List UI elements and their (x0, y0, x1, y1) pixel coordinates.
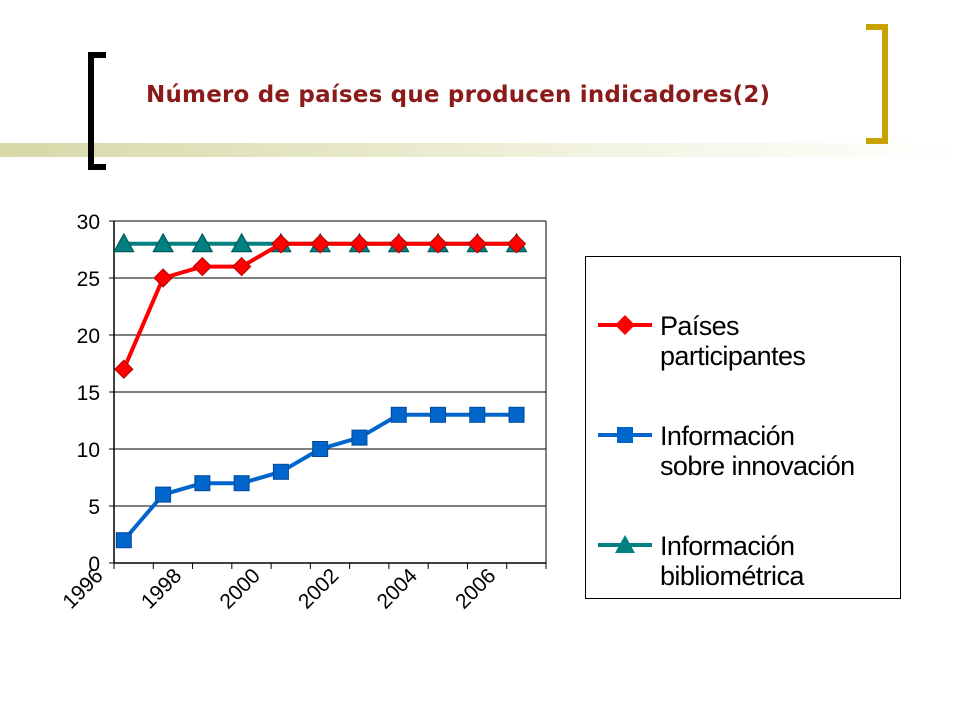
x-tick-label: 2004 (373, 564, 423, 614)
data-point-square (272, 463, 289, 480)
y-tick-label: 10 (77, 439, 100, 462)
data-point-diamond (389, 234, 409, 254)
x-tick-label: 2000 (216, 564, 265, 613)
chart-axes (109, 220, 547, 569)
data-point-square (508, 406, 525, 423)
data-point-diamond (192, 256, 213, 277)
legend-label: Países participantes (660, 311, 806, 371)
x-tick-label: 2006 (451, 564, 500, 613)
y-tick-label: 20 (77, 325, 100, 348)
data-point-square (194, 475, 211, 492)
data-point-diamond (467, 234, 487, 254)
data-point-square (233, 475, 250, 492)
data-point-diamond (349, 234, 370, 254)
data-point-triangle (230, 232, 253, 253)
series-line-square (122, 412, 517, 542)
left-bracket-decoration (88, 52, 106, 170)
legend-item-informacion-bibliometrica: Información bibliométrica (586, 503, 902, 591)
data-point-diamond (153, 268, 173, 288)
data-point-square (155, 486, 172, 503)
x-tick-label: 2002 (294, 564, 343, 613)
legend-diamond-marker-icon (598, 315, 652, 335)
right-bracket-decoration (866, 24, 888, 144)
series-line-diamond (121, 241, 517, 370)
data-point-square (115, 532, 132, 549)
chart-legend: Países participantes Información sobre i… (585, 256, 901, 599)
data-point-square (390, 406, 407, 423)
legend-item-paises-participantes: Países participantes (586, 283, 902, 371)
legend-label: Información bibliométrica (660, 531, 804, 591)
data-point-diamond (271, 234, 291, 254)
legend-square-marker-icon (598, 427, 652, 443)
chart-gridlines (114, 220, 546, 507)
legend-label: Información sobre innovación (660, 421, 855, 481)
y-tick-label: 30 (77, 211, 100, 234)
slide-title: Número de países que producen indicadore… (146, 82, 771, 108)
x-tick-label: 1998 (137, 564, 186, 613)
data-point-diamond (428, 234, 448, 254)
y-tick-label: 25 (77, 268, 100, 291)
y-tick-label: 0 (88, 553, 100, 576)
y-tick-label: 15 (77, 382, 100, 405)
title-underline-bar (0, 143, 960, 157)
data-point-triangle (112, 232, 135, 253)
legend-triangle-marker-icon (598, 535, 652, 553)
data-point-diamond (114, 359, 134, 379)
y-axis-tick-labels: 0 5 10 15 20 25 30 (77, 211, 100, 576)
data-point-diamond (310, 234, 330, 254)
y-tick-label: 5 (88, 496, 100, 519)
x-tick-label: 1996 (58, 564, 107, 613)
data-point-square (351, 429, 368, 446)
legend-item-informacion-sobre-innovacion: Información sobre innovación (586, 393, 902, 481)
chart-series (112, 232, 528, 549)
data-point-square (312, 441, 329, 457)
data-point-diamond (506, 234, 527, 254)
data-point-square (430, 406, 446, 423)
data-point-triangle (152, 232, 174, 253)
data-point-triangle (191, 232, 214, 253)
data-point-diamond (231, 256, 252, 277)
x-axis-tick-labels: 1996 1998 2000 2002 2004 2006 (58, 564, 500, 614)
data-point-square (469, 406, 486, 423)
